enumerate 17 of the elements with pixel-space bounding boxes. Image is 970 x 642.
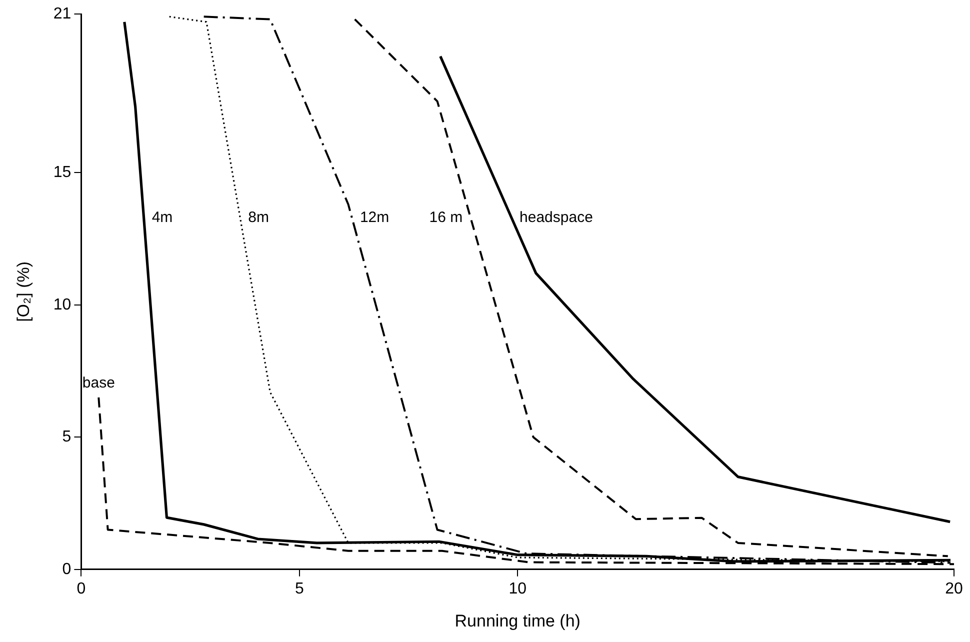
series-label: 12m: [360, 208, 390, 226]
x-axis-title: Running time (h): [454, 611, 580, 630]
y-axis-title: [O₂] (%): [14, 261, 33, 322]
series-label: 4m: [152, 208, 173, 226]
x-tick-label: 10: [508, 580, 527, 598]
x-tick-label: 20: [945, 580, 963, 598]
series-label: 16 m: [429, 208, 463, 226]
y-tick-label: 21: [53, 5, 72, 22]
y-tick-label: 10: [53, 296, 72, 314]
y-tick-label: 0: [62, 560, 72, 578]
x-tick-label: 5: [294, 580, 304, 598]
x-tick-label: 0: [76, 580, 86, 598]
series-label: 8m: [248, 208, 269, 226]
series-label: base: [82, 374, 115, 392]
y-tick-label: 5: [62, 428, 72, 446]
y-tick-label: 15: [53, 164, 72, 182]
series-label: headspace: [520, 208, 593, 226]
